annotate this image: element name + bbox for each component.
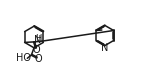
Text: O: O <box>33 45 40 55</box>
Text: H: H <box>35 34 42 43</box>
Text: O: O <box>35 54 43 64</box>
Text: N: N <box>101 43 108 53</box>
Text: HO: HO <box>16 53 31 63</box>
Text: N: N <box>34 35 42 45</box>
